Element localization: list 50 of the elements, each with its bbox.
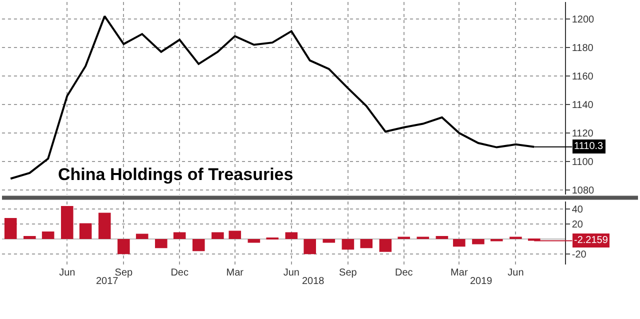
bar bbox=[79, 223, 92, 240]
x-tick-label: Mar bbox=[450, 268, 468, 279]
bar bbox=[360, 239, 373, 248]
bar bbox=[42, 232, 54, 240]
x-tick-label: Dec bbox=[394, 268, 413, 279]
y-tick-label: 40 bbox=[572, 204, 584, 216]
bar bbox=[472, 239, 484, 244]
bar bbox=[453, 239, 466, 247]
text: 2018 bbox=[302, 276, 325, 287]
bar bbox=[173, 232, 186, 240]
bar bbox=[398, 236, 410, 240]
bar bbox=[510, 236, 522, 240]
bar bbox=[136, 234, 148, 240]
y-tick-label: 1180 bbox=[572, 43, 594, 54]
y-tick-label: 1160 bbox=[572, 72, 594, 83]
bar bbox=[285, 232, 298, 240]
x-tick-label: Sep bbox=[339, 268, 358, 279]
text: 2017 bbox=[96, 276, 119, 287]
data-label: 1110.3 bbox=[574, 141, 604, 152]
bar bbox=[118, 239, 130, 254]
x-tick-label: Mar bbox=[226, 268, 244, 279]
x-tick-label: Dec bbox=[170, 268, 188, 279]
y-tick-label: 1080 bbox=[572, 186, 595, 197]
y-tick-label: -20 bbox=[572, 250, 587, 261]
y-tick-label: 1120 bbox=[572, 128, 594, 140]
bar bbox=[379, 239, 392, 252]
x-tick-label: Jun bbox=[508, 268, 524, 279]
bar bbox=[24, 236, 36, 240]
bar bbox=[342, 239, 354, 250]
x-tick-label: Jun bbox=[59, 268, 76, 279]
y-tick-label: 1100 bbox=[572, 157, 594, 168]
bar bbox=[98, 212, 111, 240]
bar bbox=[322, 239, 336, 243]
bar bbox=[436, 236, 448, 240]
x-tick-label: Jun bbox=[283, 268, 300, 279]
y-tick-label: 1140 bbox=[572, 100, 594, 112]
bar bbox=[192, 239, 205, 252]
bar bbox=[304, 239, 316, 254]
bar bbox=[60, 206, 74, 240]
bar bbox=[248, 239, 260, 243]
data-label: -2.2159 bbox=[574, 235, 608, 246]
bar bbox=[212, 232, 224, 240]
text: 2019 bbox=[470, 276, 493, 287]
bar bbox=[228, 230, 242, 240]
x-tick-label: Sep bbox=[114, 268, 134, 279]
y-tick-label: 20 bbox=[572, 220, 584, 231]
bar bbox=[155, 239, 168, 248]
y-tick-label: 1200 bbox=[572, 14, 595, 26]
bar bbox=[4, 218, 17, 240]
text: China Holdings of Treasuries bbox=[58, 165, 294, 184]
